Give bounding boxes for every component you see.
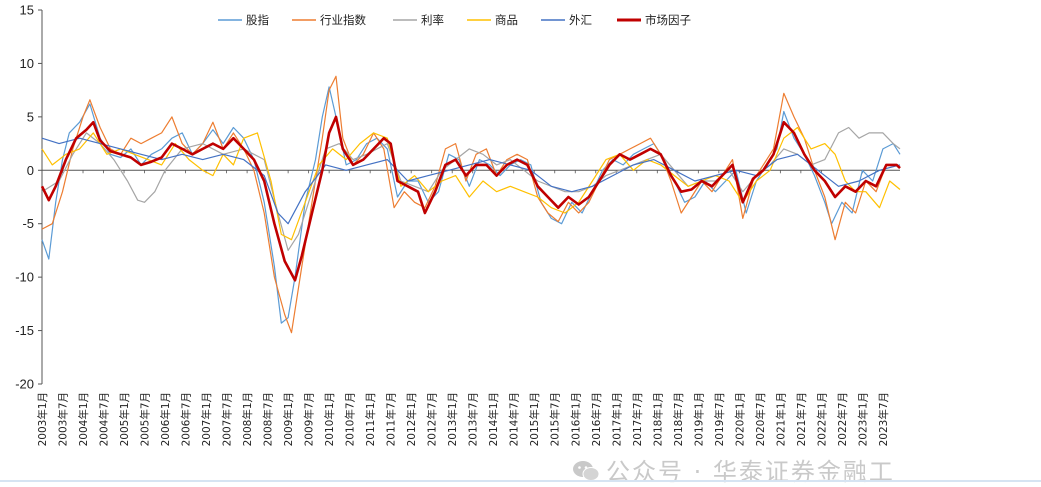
x-tick-label: 2015年7月 <box>549 392 562 446</box>
x-tick-label: 2007年1月 <box>200 392 213 446</box>
y-tick-label: -15 <box>15 323 34 338</box>
series-line-0 <box>41 86 901 324</box>
wechat-icon <box>573 461 600 481</box>
x-tick-label: 2013年7月 <box>467 392 480 446</box>
x-tick-label: 2020年1月 <box>733 392 746 446</box>
legend-label: 行业指数 <box>320 13 366 27</box>
series-lines <box>40 75 901 334</box>
x-tick-label: 2019年7月 <box>713 392 726 446</box>
x-tick-label: 2009年1月 <box>282 392 295 446</box>
x-tick-label: 2010年1月 <box>323 392 336 446</box>
series-line-5 <box>40 115 901 282</box>
x-tick-label: 2008年1月 <box>241 392 254 446</box>
x-tick-label: 2017年1月 <box>610 392 623 446</box>
series-line-3 <box>41 126 901 241</box>
x-tick-label: 2021年1月 <box>774 392 787 446</box>
x-tick-label: 2020年7月 <box>754 392 767 446</box>
y-tick-labels: 15 10 5 0 -5 -10 -15 -20 <box>15 3 34 392</box>
x-tick-label: 2004年7月 <box>98 392 111 446</box>
y-tick-label: -10 <box>15 270 34 285</box>
x-tick-label: 2010年7月 <box>344 392 357 446</box>
x-tick-label: 2014年1月 <box>487 392 500 446</box>
x-tick-label: 2016年1月 <box>569 392 582 446</box>
legend-label: 利率 <box>421 13 444 27</box>
bottom-rule <box>0 480 1041 482</box>
x-tick-label: 2005年7月 <box>139 392 152 446</box>
x-tick-label: 2019年1月 <box>692 392 705 446</box>
legend-label: 外汇 <box>569 13 592 27</box>
x-tick-label: 2015年1月 <box>528 392 541 446</box>
x-tick-label: 2004年1月 <box>77 392 90 446</box>
x-tick-label: 2023年1月 <box>856 392 869 446</box>
series-line-4 <box>41 137 901 225</box>
x-tick-label: 2022年7月 <box>836 392 849 446</box>
legend-label: 股指 <box>246 13 269 27</box>
y-tick-label: 15 <box>20 3 34 18</box>
y-tick-label: -5 <box>22 216 34 231</box>
x-tick-label: 2023年7月 <box>877 392 890 446</box>
legend: 股指 行业指数 利率 商品 外汇 市场因子 <box>218 13 691 27</box>
x-tick-label: 2018年1月 <box>651 392 664 446</box>
x-tick-label: 2005年1月 <box>118 392 131 446</box>
x-tick-label: 2016年7月 <box>590 392 603 446</box>
x-tick-label: 2012年7月 <box>426 392 439 446</box>
legend-label: 商品 <box>495 13 518 27</box>
x-tick-label: 2017年7月 <box>631 392 644 446</box>
y-tick-label: 0 <box>27 163 34 178</box>
legend-label: 市场因子 <box>645 13 691 27</box>
x-tick-label: 2007年7月 <box>221 392 234 446</box>
x-tick-label: 2014年7月 <box>508 392 521 446</box>
x-tick-label: 2018年7月 <box>672 392 685 446</box>
x-tick-label: 2021年7月 <box>795 392 808 446</box>
x-tick-label: 2006年7月 <box>180 392 193 446</box>
x-tick-label: 2009年7月 <box>303 392 316 446</box>
series-line-1 <box>41 75 901 334</box>
x-tick-label: 2003年1月 <box>36 392 49 446</box>
x-tick-label: 2011年7月 <box>385 392 398 446</box>
x-tick-label: 2006年1月 <box>159 392 172 446</box>
x-tick-label: 2011年1月 <box>364 392 377 446</box>
x-tick-label: 2003年7月 <box>57 392 70 446</box>
x-tick-label: 2022年1月 <box>815 392 828 446</box>
x-tick-labels: 2003年1月 2003年7月 2004年1月 2004年7月 2005年1月 2005年… <box>36 392 890 446</box>
y-tick-label: -20 <box>15 377 34 392</box>
y-tick-label: 10 <box>20 56 34 71</box>
x-tick-label: 2012年1月 <box>405 392 418 446</box>
x-tick-label: 2008年7月 <box>262 392 275 446</box>
y-tick-label: 5 <box>27 109 34 124</box>
x-tick-label: 2013年1月 <box>446 392 459 446</box>
